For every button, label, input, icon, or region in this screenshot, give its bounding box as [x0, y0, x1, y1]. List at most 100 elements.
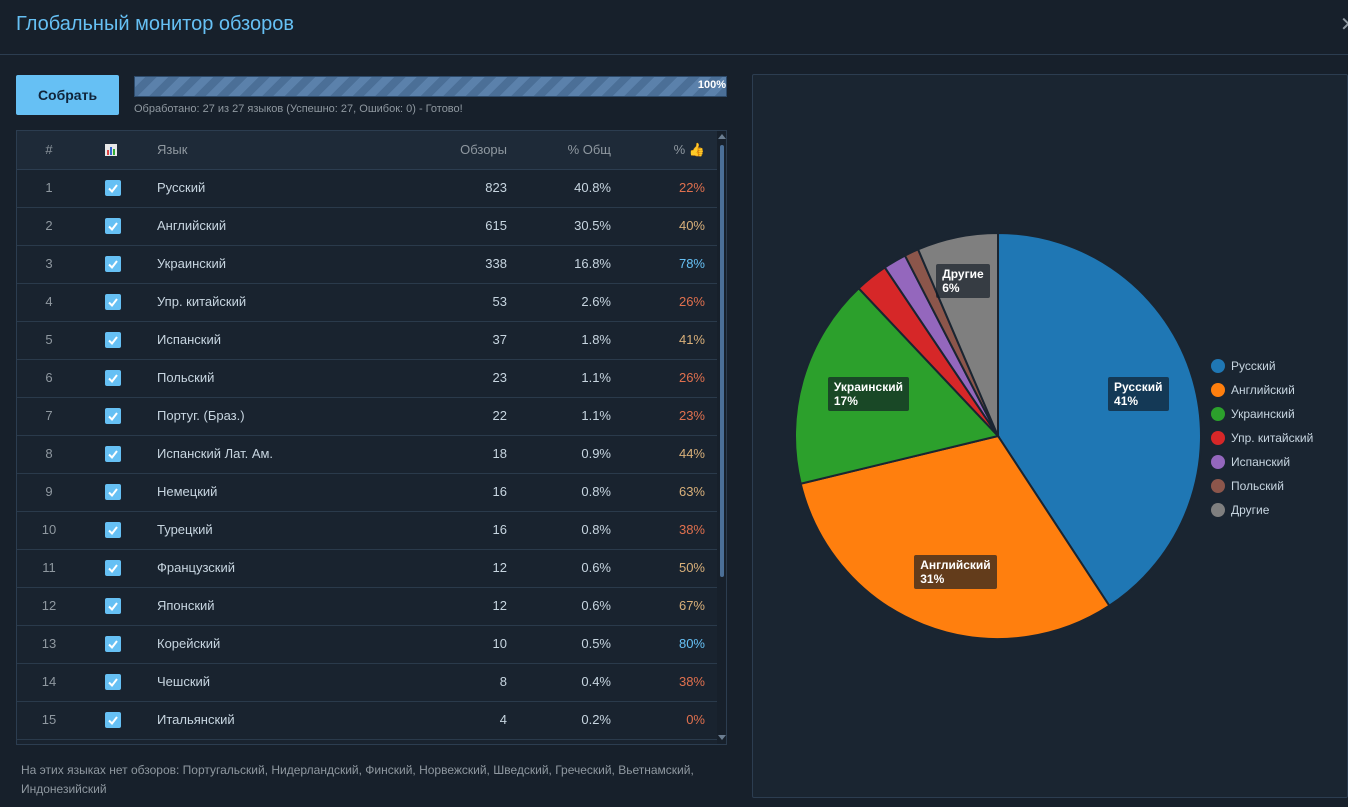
- row-checkbox[interactable]: [105, 636, 121, 652]
- row-reviews: 23: [492, 370, 507, 385]
- legend-item[interactable]: Украинский: [1211, 402, 1313, 426]
- progress-label: 100%: [697, 79, 726, 91]
- row-checkbox[interactable]: [105, 446, 121, 462]
- pie-slice-label: Английский 31%: [914, 554, 997, 589]
- table-row[interactable]: 8 Испанский Лат. Ам. 18 0.9% 44%: [17, 435, 717, 474]
- row-pct-positive: 26%: [678, 294, 705, 309]
- row-reviews: 18: [492, 446, 507, 461]
- row-pct-positive: 80%: [678, 636, 705, 651]
- progress-bar: 100%: [134, 76, 727, 97]
- table-row[interactable]: 12 Японский 12 0.6% 67%: [17, 587, 717, 626]
- table-row[interactable]: 10 Турецкий 16 0.8% 38%: [17, 511, 717, 550]
- check-icon: [108, 488, 118, 498]
- row-reviews: 12: [492, 560, 507, 575]
- table-row[interactable]: 7 Португ. (Браз.) 22 1.1% 23%: [17, 397, 717, 436]
- row-checkbox[interactable]: [105, 180, 121, 196]
- legend-item[interactable]: Испанский: [1211, 450, 1313, 474]
- close-icon[interactable]: ✕: [1340, 12, 1348, 37]
- check-icon: [108, 526, 118, 536]
- header-num[interactable]: #: [45, 142, 53, 157]
- row-checkbox[interactable]: [105, 408, 121, 424]
- row-language: Польский: [157, 370, 215, 385]
- row-reviews: 4: [499, 712, 507, 727]
- header-pct-positive[interactable]: % 👍: [673, 142, 705, 157]
- pie-chart: [794, 231, 1202, 640]
- legend-color-icon: [1211, 455, 1225, 469]
- scroll-up-icon[interactable]: [718, 134, 726, 139]
- row-checkbox[interactable]: [105, 294, 121, 310]
- check-icon: [108, 602, 118, 612]
- row-pct-positive: 63%: [678, 484, 705, 499]
- row-pct-total: 2.6%: [581, 294, 611, 309]
- table-row[interactable]: 9 Немецкий 16 0.8% 63%: [17, 473, 717, 512]
- row-checkbox[interactable]: [105, 256, 121, 272]
- legend-item[interactable]: Польский: [1211, 474, 1313, 498]
- slice-label-pct: 6%: [942, 280, 960, 295]
- bar-chart-icon[interactable]: [105, 144, 123, 156]
- check-icon: [108, 222, 118, 232]
- check-icon: [108, 298, 118, 308]
- row-pct-positive: 41%: [678, 332, 705, 347]
- slice-label-pct: 41%: [1114, 394, 1139, 409]
- row-num: 6: [45, 370, 53, 385]
- row-reviews: 16: [492, 522, 507, 537]
- legend-item[interactable]: Упр. китайский: [1211, 426, 1313, 450]
- row-checkbox[interactable]: [105, 484, 121, 500]
- table-row[interactable]: 3 Украинский 338 16.8% 78%: [17, 245, 717, 284]
- row-language: Русский: [157, 180, 206, 195]
- header-reviews[interactable]: Обзоры: [460, 142, 507, 157]
- check-icon: [108, 450, 118, 460]
- legend-color-icon: [1211, 359, 1225, 373]
- pie-slice-1[interactable]: [799, 434, 1111, 640]
- no-reviews-note: На этих языках нет обзоров: Португальски…: [21, 763, 694, 796]
- row-num: 4: [45, 294, 53, 309]
- check-icon: [108, 678, 118, 688]
- table-row[interactable]: 15 Итальянский 4 0.2% 0%: [17, 701, 717, 740]
- row-checkbox[interactable]: [105, 598, 121, 614]
- scroll-down-icon[interactable]: [718, 735, 726, 740]
- table-row[interactable]: 5 Испанский 37 1.8% 41%: [17, 321, 717, 360]
- header-pct-total[interactable]: % Общ: [567, 142, 611, 157]
- table-row[interactable]: 13 Корейский 10 0.5% 80%: [17, 625, 717, 664]
- row-checkbox[interactable]: [105, 674, 121, 690]
- row-checkbox[interactable]: [105, 218, 121, 234]
- row-pct-positive: 38%: [678, 522, 705, 537]
- row-pct-positive: 22%: [678, 180, 705, 195]
- row-language: Английский: [157, 218, 227, 233]
- row-pct-total: 40.8%: [574, 180, 611, 195]
- row-pct-positive: 50%: [678, 560, 705, 575]
- slice-label-pct: 31%: [920, 571, 945, 586]
- table-scrollbar[interactable]: [717, 131, 726, 744]
- header-language[interactable]: Язык: [157, 142, 188, 157]
- row-language: Упр. китайский: [157, 294, 247, 309]
- legend-item[interactable]: Русский: [1211, 354, 1313, 378]
- row-checkbox[interactable]: [105, 332, 121, 348]
- row-checkbox[interactable]: [105, 370, 121, 386]
- row-language: Украинский: [157, 256, 226, 271]
- row-reviews: 37: [492, 332, 507, 347]
- row-reviews: 10: [492, 636, 507, 651]
- row-reviews: 16: [492, 484, 507, 499]
- table-row[interactable]: 6 Польский 23 1.1% 26%: [17, 359, 717, 398]
- row-pct-total: 1.1%: [581, 370, 611, 385]
- legend-label: Русский: [1231, 359, 1276, 373]
- legend-item[interactable]: Английский: [1211, 378, 1313, 402]
- table-row[interactable]: 14 Чешский 8 0.4% 38%: [17, 663, 717, 702]
- row-checkbox[interactable]: [105, 560, 121, 576]
- scroll-thumb[interactable]: [720, 145, 724, 577]
- row-pct-total: 0.8%: [581, 522, 611, 537]
- row-checkbox[interactable]: [105, 712, 121, 728]
- legend-label: Другие: [1231, 503, 1270, 517]
- row-num: 14: [41, 674, 57, 689]
- collect-button[interactable]: Собрать: [16, 75, 119, 115]
- table-row[interactable]: 11 Французский 12 0.6% 50%: [17, 549, 717, 588]
- row-checkbox[interactable]: [105, 522, 121, 538]
- table-row[interactable]: 1 Русский 823 40.8% 22%: [17, 169, 717, 208]
- legend-item[interactable]: Другие: [1211, 498, 1313, 522]
- row-num: 12: [41, 598, 57, 613]
- check-icon: [108, 564, 118, 574]
- table-row[interactable]: 2 Английский 615 30.5% 40%: [17, 207, 717, 246]
- table-row[interactable]: 4 Упр. китайский 53 2.6% 26%: [17, 283, 717, 322]
- row-num: 7: [45, 408, 53, 423]
- languages-table: # Язык Обзоры % Общ % 👍 1 Русский 823 40.8%…: [16, 130, 727, 745]
